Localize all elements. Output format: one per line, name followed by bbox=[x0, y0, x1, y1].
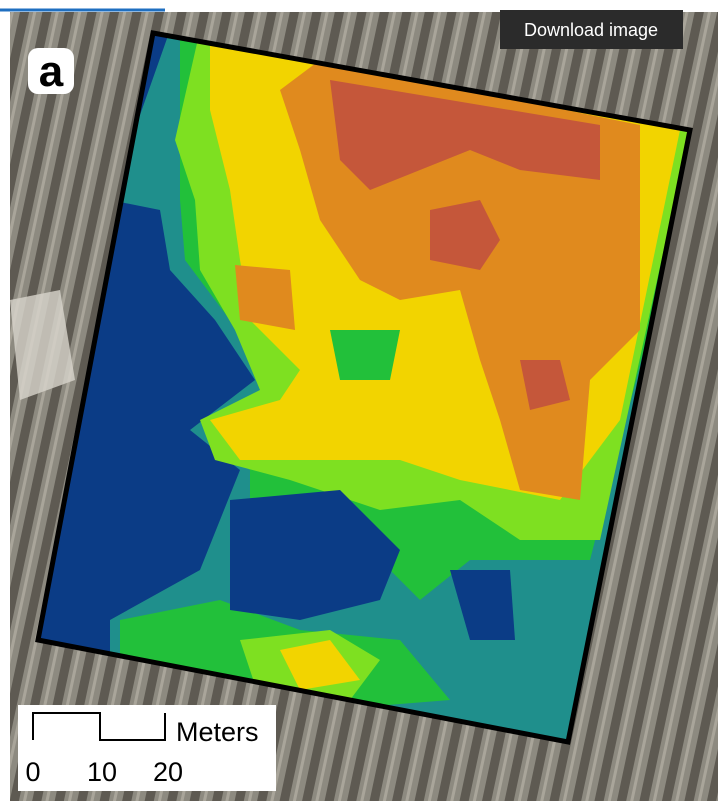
scale-tick-label: 0 bbox=[25, 757, 40, 787]
zone-orange-patch bbox=[235, 265, 295, 330]
scale-tick-label: 10 bbox=[87, 757, 117, 787]
download-button[interactable]: Download image bbox=[500, 10, 683, 49]
download-button-label[interactable]: Download image bbox=[524, 20, 658, 40]
scale-tick-label: 20 bbox=[153, 757, 183, 787]
panel-label: a bbox=[39, 47, 64, 96]
zone-green-center bbox=[330, 330, 400, 380]
scale-unit: Meters bbox=[176, 717, 259, 747]
figure-viewer: a Download image Meters 0 10 20 bbox=[0, 0, 718, 801]
